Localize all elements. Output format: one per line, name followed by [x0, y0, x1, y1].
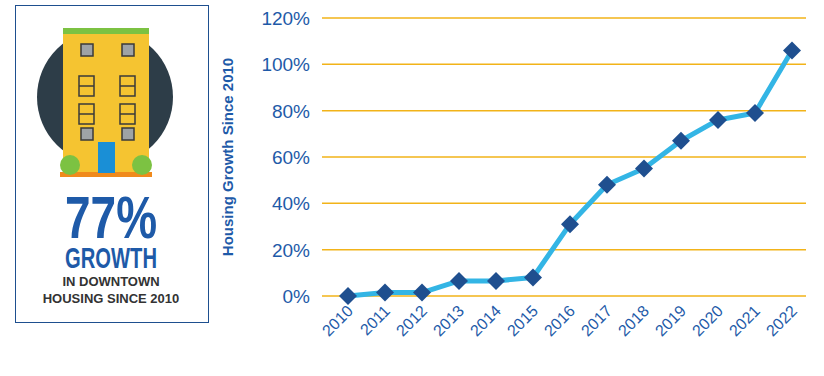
- data-point: [598, 176, 616, 194]
- door: [98, 142, 115, 173]
- data-point: [450, 272, 468, 290]
- background: [0, 0, 824, 376]
- bush: [132, 155, 152, 175]
- window-bar: [120, 113, 135, 115]
- window: [81, 128, 93, 140]
- panel-frame: [16, 6, 209, 323]
- x-tick-label: 2016: [541, 302, 578, 339]
- chart-svg: 77%GROWTHIN DOWNTOWNHOUSING SINCE 20100%…: [0, 0, 824, 376]
- chart: 0% 20% 40% 60% 80% 100% 120% Housing Growth Sin…: [219, 8, 806, 339]
- data-point: [561, 215, 579, 233]
- data-point: [339, 287, 357, 305]
- grid-line: [322, 110, 806, 112]
- x-tick-label: 2013: [430, 302, 467, 339]
- window: [120, 76, 135, 96]
- x-tick-label: 2022: [763, 302, 800, 339]
- annotation: GROWTH: [65, 241, 157, 274]
- data-point: [746, 104, 764, 122]
- data-point: [635, 160, 653, 178]
- y-tick-label: 80%: [272, 101, 310, 122]
- y-tick-label: 100%: [261, 54, 310, 75]
- x-tick-label: 2017: [578, 302, 615, 339]
- x-tick-label: 2011: [357, 302, 393, 338]
- y-tick-label: 40%: [272, 193, 310, 214]
- window-bar: [120, 85, 135, 87]
- window-bar: [79, 113, 94, 115]
- window: [79, 76, 94, 96]
- data-marks: [339, 41, 801, 305]
- grid-line: [322, 203, 806, 205]
- data-point: [524, 268, 542, 286]
- chart-root: 77%GROWTHIN DOWNTOWNHOUSING SINCE 20100%…: [0, 0, 824, 376]
- annotation: HOUSING SINCE 2010: [43, 291, 180, 306]
- y-tick-label: 120%: [261, 8, 310, 29]
- x-tick-label: 2012: [393, 302, 430, 339]
- building: [63, 28, 149, 174]
- grid-line: [322, 295, 806, 297]
- window: [122, 44, 134, 56]
- grid-line: [322, 64, 806, 66]
- x-tick-label: 2018: [615, 302, 652, 339]
- annotation: IN DOWNTOWN: [62, 274, 159, 289]
- building-roof: [63, 28, 149, 34]
- window-bar: [79, 85, 94, 87]
- data-point: [487, 272, 505, 290]
- x-tick-label: 2019: [652, 302, 689, 339]
- x-tick-label: 2015: [504, 302, 541, 339]
- data-point: [783, 41, 801, 59]
- x-tick-label: 2020: [689, 302, 726, 339]
- data-line: [348, 50, 792, 296]
- y-axis-label: Housing Growth Since 2010: [219, 58, 236, 256]
- x-tick-label: 2014: [467, 302, 504, 339]
- data-point: [672, 132, 690, 150]
- grid-line: [322, 17, 806, 19]
- window: [122, 128, 134, 140]
- data-point: [413, 284, 431, 302]
- y-tick-label: 60%: [272, 147, 310, 168]
- x-tick-label: 2021: [726, 302, 763, 339]
- window: [79, 104, 94, 124]
- grid-line: [322, 156, 806, 158]
- info-panel: 77%GROWTHIN DOWNTOWNHOUSING SINCE 2010: [16, 6, 209, 323]
- bush: [60, 155, 80, 175]
- grid-line: [322, 249, 806, 251]
- window: [120, 104, 135, 124]
- window: [81, 44, 93, 56]
- y-tick-label: 0%: [283, 286, 311, 307]
- data-point: [376, 284, 394, 302]
- x-tick-label: 2010: [319, 302, 356, 339]
- y-tick-label: 20%: [272, 240, 310, 261]
- data-point: [709, 111, 727, 129]
